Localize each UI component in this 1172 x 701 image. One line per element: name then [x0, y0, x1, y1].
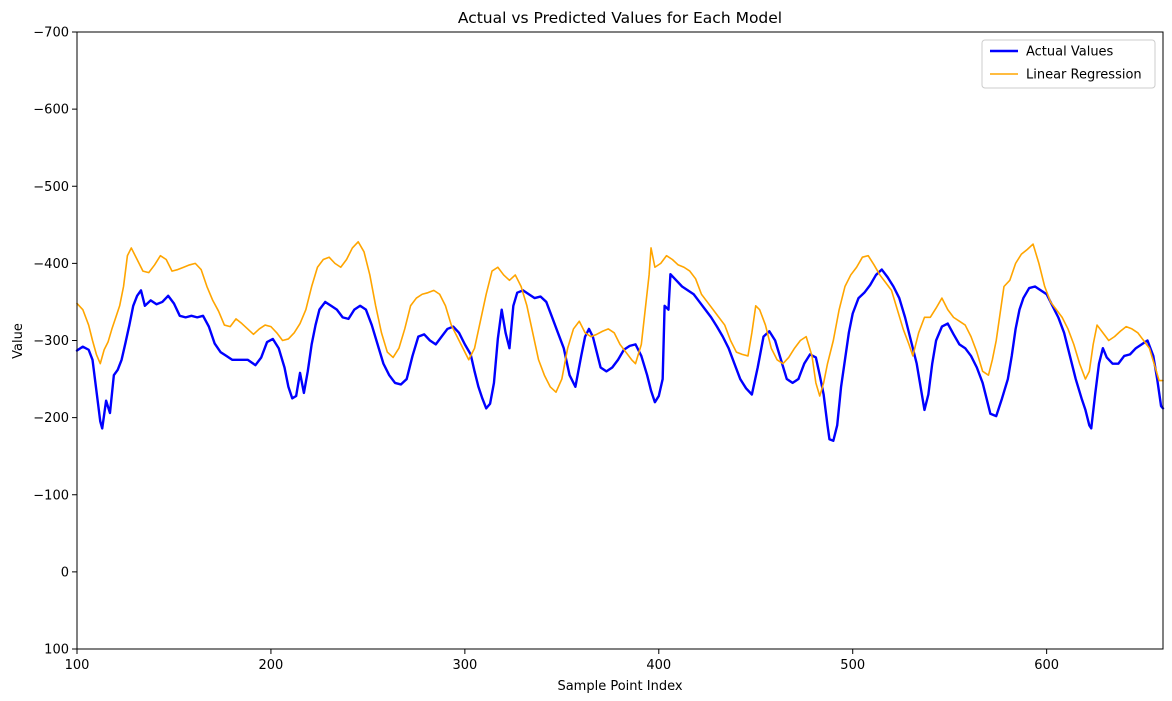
series-line-linear-regression: [76, 240, 1164, 397]
x-tick-label: 300: [452, 658, 477, 673]
y-tick-label: 100: [44, 643, 69, 658]
x-tick-label: 500: [840, 658, 865, 673]
x-ticks: 100 200 300 400 500 600: [65, 649, 1059, 673]
legend-box: [981, 39, 1156, 89]
y-tick-label: −500: [33, 180, 69, 195]
chart-title: Actual vs Predicted Values for Each Mode…: [458, 9, 782, 27]
y-tick-label: −400: [33, 257, 69, 272]
y-tick-label: −600: [33, 103, 69, 118]
y-tick-label: −200: [33, 411, 69, 426]
legend-label: Linear Regression: [1026, 68, 1142, 83]
plot-area: [75, 240, 1165, 442]
plot-frame: [76, 31, 1164, 650]
y-tick-label: −300: [33, 334, 69, 349]
y-ticks: −700 −600 −500 −400 −300 −200 −100 0 100: [33, 26, 77, 658]
y-axis-label: Value: [11, 323, 26, 359]
x-tick-label: 400: [646, 658, 671, 673]
y-tick-label: −100: [33, 488, 69, 503]
y-tick-label: 0: [61, 565, 69, 580]
legend-label: Actual Values: [1026, 45, 1114, 60]
x-tick-label: 600: [1034, 658, 1059, 673]
x-tick-label: 100: [65, 658, 90, 673]
x-tick-label: 200: [259, 658, 284, 673]
x-axis-label: Sample Point Index: [557, 679, 682, 694]
y-tick-label: −700: [33, 26, 69, 41]
legend: Actual Values Linear Regression: [981, 39, 1156, 89]
